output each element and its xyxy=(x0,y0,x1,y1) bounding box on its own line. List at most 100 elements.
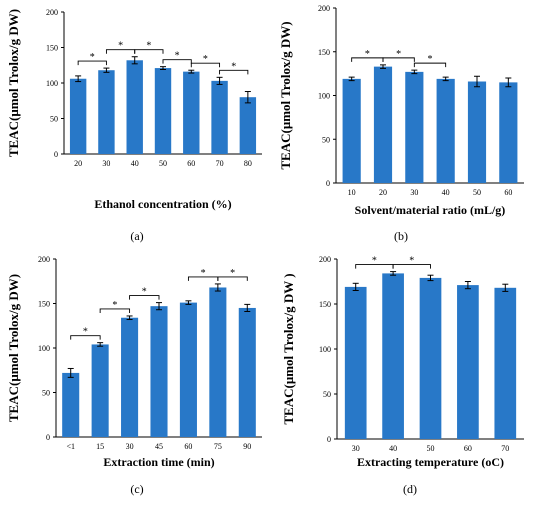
bar xyxy=(183,71,200,154)
x-tick-label: 45 xyxy=(155,442,163,451)
bar xyxy=(238,307,256,437)
panel-3: 0 50 100 150 200 30 40 50 60 70 * * Extracting tempe… xyxy=(281,255,524,496)
y-tick-label: 50 xyxy=(322,135,330,144)
x-tick-label: 40 xyxy=(442,188,450,197)
bar xyxy=(419,277,442,439)
panel-label: (c) xyxy=(130,482,143,496)
x-tick-label: 70 xyxy=(216,159,224,168)
x-tick-label: 10 xyxy=(348,188,356,197)
y-tick-label: 150 xyxy=(46,44,58,53)
significance-bracket xyxy=(134,49,164,54)
significance-star: * xyxy=(142,287,147,298)
significance-bracket xyxy=(129,295,160,300)
bar xyxy=(154,68,172,154)
significance-bracket xyxy=(77,60,107,66)
bar xyxy=(179,302,197,437)
significance-bracket xyxy=(413,62,447,68)
bar xyxy=(405,71,424,183)
bar xyxy=(436,78,455,183)
significance-star: * xyxy=(203,54,208,65)
y-tick-label: 0 xyxy=(327,435,331,444)
x-tick-label: 50 xyxy=(159,159,167,168)
y-tick-label: 150 xyxy=(319,300,331,309)
bar xyxy=(239,97,257,154)
significance-bracket xyxy=(382,57,415,62)
x-tick-label: 60 xyxy=(464,444,472,453)
significance-star: * xyxy=(175,51,180,62)
bar xyxy=(209,287,227,437)
x-tick-label: 40 xyxy=(131,159,139,168)
y-tick-label: 200 xyxy=(46,8,58,17)
x-tick-label: 50 xyxy=(427,444,435,453)
y-tick-label: 0 xyxy=(326,179,330,188)
x-tick-label: 60 xyxy=(187,159,195,168)
significance-bracket xyxy=(190,62,221,68)
bar xyxy=(373,66,393,183)
bar xyxy=(382,273,404,439)
significance-star: * xyxy=(83,327,88,338)
x-tick-label: 60 xyxy=(184,442,192,451)
significance-star: * xyxy=(230,268,235,279)
significance-star: * xyxy=(90,52,95,63)
significance-star: * xyxy=(112,300,117,311)
significance-bracket xyxy=(162,59,192,64)
x-tick-label: 75 xyxy=(214,442,222,451)
x-tick-label: 30 xyxy=(102,159,110,168)
y-tick-label: 200 xyxy=(318,4,330,13)
panel-label: (d) xyxy=(403,482,417,496)
bar xyxy=(91,344,109,437)
x-axis-label: Extraction time (min) xyxy=(103,455,214,469)
bar xyxy=(499,82,518,183)
panel-2: 0 50 100 150 200 <1 15 30 45 60 75 90 * * * * * Extractio… xyxy=(6,255,262,496)
bar xyxy=(150,306,168,437)
panel-1: 0 50 100 150 200 10 20 30 40 50 60 * * * Solvent/mater… xyxy=(278,4,524,243)
significance-star: * xyxy=(396,49,401,60)
panel-0: 0 50 100 150 200 20 30 40 50 60 70 80 * * * * * * Ethanol … xyxy=(6,8,262,243)
x-tick-label: 20 xyxy=(74,159,82,168)
significance-bracket xyxy=(99,308,131,313)
panel-label: (b) xyxy=(394,229,408,243)
y-tick-label: 50 xyxy=(42,389,50,398)
x-axis-label: Ethanol concentration (%) xyxy=(94,197,231,211)
bar xyxy=(342,78,361,183)
bar xyxy=(98,70,115,154)
bar xyxy=(467,81,487,183)
x-tick-label: <1 xyxy=(66,442,75,451)
y-tick-label: 50 xyxy=(50,115,58,124)
x-tick-label: 20 xyxy=(379,188,387,197)
y-tick-label: 150 xyxy=(318,48,330,57)
y-tick-label: 0 xyxy=(54,150,58,159)
significance-star: * xyxy=(409,256,414,267)
significance-star: * xyxy=(365,49,370,60)
y-tick-label: 100 xyxy=(38,344,50,353)
significance-star: * xyxy=(201,268,206,279)
y-tick-label: 100 xyxy=(318,92,330,101)
bar xyxy=(121,317,139,437)
significance-star: * xyxy=(231,61,236,72)
bar xyxy=(344,286,367,439)
bar xyxy=(494,287,517,439)
bar xyxy=(211,80,228,154)
y-axis-label: TEAC(μmol Trolox/g DW) xyxy=(278,21,293,169)
significance-bracket xyxy=(70,335,101,340)
x-tick-label: 30 xyxy=(126,442,134,451)
y-tick-label: 0 xyxy=(46,433,50,442)
y-tick-label: 200 xyxy=(319,255,331,264)
panel-label: (a) xyxy=(130,229,143,243)
x-tick-label: 15 xyxy=(96,442,104,451)
x-axis-label: Extracting temperature (oC) xyxy=(357,455,504,469)
significance-bracket xyxy=(217,276,248,281)
y-axis-label: TEAC(μmol Trolox/g DW) xyxy=(6,274,21,422)
x-tick-label: 40 xyxy=(389,444,397,453)
y-axis-label: TEAC(μmol Trolox/g DW ) xyxy=(281,273,296,424)
significance-star: * xyxy=(428,54,433,65)
x-tick-label: 30 xyxy=(352,444,360,453)
bar xyxy=(62,372,80,437)
y-tick-label: 100 xyxy=(46,79,58,88)
significance-star: * xyxy=(372,256,377,267)
bar xyxy=(457,285,479,439)
x-tick-label: 80 xyxy=(244,159,252,168)
significance-bracket xyxy=(219,69,249,75)
significance-bracket xyxy=(392,264,431,269)
